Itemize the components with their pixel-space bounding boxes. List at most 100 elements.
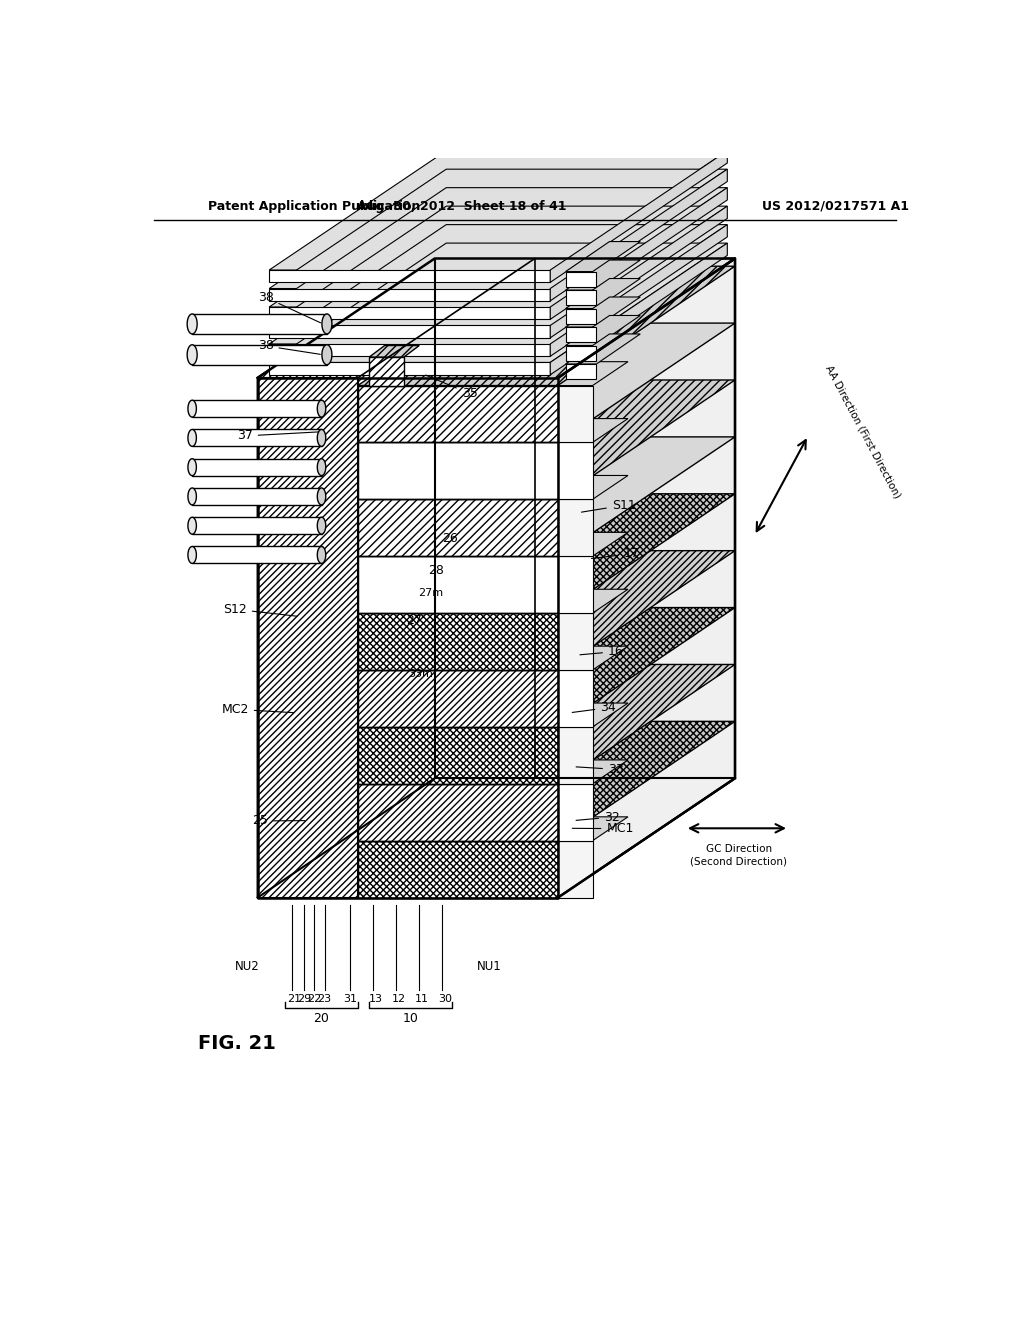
Polygon shape <box>193 429 322 446</box>
Polygon shape <box>357 784 558 841</box>
Polygon shape <box>269 345 550 356</box>
Polygon shape <box>357 721 735 841</box>
Text: 31: 31 <box>343 994 357 1003</box>
Polygon shape <box>558 784 593 841</box>
Polygon shape <box>193 345 327 364</box>
Text: 23: 23 <box>316 994 331 1003</box>
Polygon shape <box>269 326 550 338</box>
Polygon shape <box>193 488 322 506</box>
Polygon shape <box>317 459 326 475</box>
Text: 30: 30 <box>437 994 452 1003</box>
Polygon shape <box>357 380 735 499</box>
Polygon shape <box>317 488 326 504</box>
Polygon shape <box>357 607 735 727</box>
Polygon shape <box>193 400 322 417</box>
Text: 12: 12 <box>391 994 406 1003</box>
Text: 11: 11 <box>415 994 429 1003</box>
Polygon shape <box>558 362 628 385</box>
Polygon shape <box>317 400 326 417</box>
Text: 27: 27 <box>407 614 422 627</box>
Text: 32: 32 <box>577 810 620 824</box>
Polygon shape <box>558 418 628 442</box>
Polygon shape <box>558 704 628 727</box>
Polygon shape <box>258 378 357 898</box>
Polygon shape <box>357 664 735 784</box>
Polygon shape <box>188 429 197 446</box>
Text: 37: 37 <box>237 429 318 442</box>
Polygon shape <box>193 517 322 535</box>
Polygon shape <box>258 259 435 898</box>
Polygon shape <box>558 671 593 727</box>
Polygon shape <box>357 385 558 442</box>
Polygon shape <box>317 429 326 446</box>
Polygon shape <box>193 459 322 475</box>
Polygon shape <box>357 442 558 499</box>
Text: MC2: MC2 <box>221 702 293 715</box>
Polygon shape <box>558 727 593 784</box>
Polygon shape <box>370 346 419 358</box>
Polygon shape <box>558 385 593 442</box>
Text: 38: 38 <box>258 339 321 354</box>
Polygon shape <box>558 589 628 612</box>
Polygon shape <box>193 314 327 334</box>
Text: S12: S12 <box>223 603 297 616</box>
Polygon shape <box>317 517 326 535</box>
Polygon shape <box>322 314 332 334</box>
Text: Patent Application Publication: Patent Application Publication <box>208 199 420 213</box>
Polygon shape <box>357 499 558 556</box>
Text: NU1: NU1 <box>477 961 502 973</box>
Polygon shape <box>550 150 727 282</box>
Polygon shape <box>558 532 628 556</box>
Polygon shape <box>565 290 596 305</box>
Polygon shape <box>565 327 596 342</box>
Polygon shape <box>565 279 640 309</box>
Text: 35: 35 <box>426 375 477 400</box>
Polygon shape <box>357 437 735 556</box>
Polygon shape <box>269 363 550 375</box>
Polygon shape <box>565 364 596 379</box>
Text: FIG. 21: FIG. 21 <box>199 1035 276 1053</box>
Polygon shape <box>550 187 727 319</box>
Polygon shape <box>370 358 403 385</box>
Polygon shape <box>357 612 558 671</box>
Polygon shape <box>269 289 550 301</box>
Polygon shape <box>357 494 735 612</box>
Polygon shape <box>565 346 596 360</box>
Polygon shape <box>269 243 727 363</box>
Text: AA Direction (First Direction): AA Direction (First Direction) <box>823 363 902 500</box>
Text: 38: 38 <box>258 290 321 323</box>
Polygon shape <box>357 841 558 898</box>
Polygon shape <box>558 442 593 499</box>
Polygon shape <box>550 169 727 301</box>
Text: GC Direction
(Second Direction): GC Direction (Second Direction) <box>690 845 787 866</box>
Text: 34: 34 <box>572 701 616 714</box>
Polygon shape <box>558 841 593 898</box>
Polygon shape <box>565 260 640 290</box>
Polygon shape <box>558 647 628 671</box>
Text: 25: 25 <box>252 814 305 828</box>
Polygon shape <box>565 242 640 272</box>
Polygon shape <box>269 271 550 282</box>
Text: 33m: 33m <box>408 669 432 680</box>
Text: 28: 28 <box>429 564 444 577</box>
Polygon shape <box>558 259 735 898</box>
Text: 27m: 27m <box>418 589 443 598</box>
Polygon shape <box>558 475 628 499</box>
Polygon shape <box>188 488 197 504</box>
Polygon shape <box>193 546 322 564</box>
Polygon shape <box>317 546 326 564</box>
Polygon shape <box>357 556 558 612</box>
Polygon shape <box>269 187 727 308</box>
Polygon shape <box>558 612 593 671</box>
Polygon shape <box>357 671 558 727</box>
Polygon shape <box>558 760 628 784</box>
Text: 33: 33 <box>577 763 624 776</box>
Polygon shape <box>565 309 596 323</box>
Text: 29: 29 <box>297 994 311 1003</box>
Text: MC1: MC1 <box>572 822 634 836</box>
Polygon shape <box>269 169 727 289</box>
Polygon shape <box>565 315 640 346</box>
Polygon shape <box>550 206 727 338</box>
Text: 10: 10 <box>402 1012 419 1026</box>
Polygon shape <box>558 499 593 556</box>
